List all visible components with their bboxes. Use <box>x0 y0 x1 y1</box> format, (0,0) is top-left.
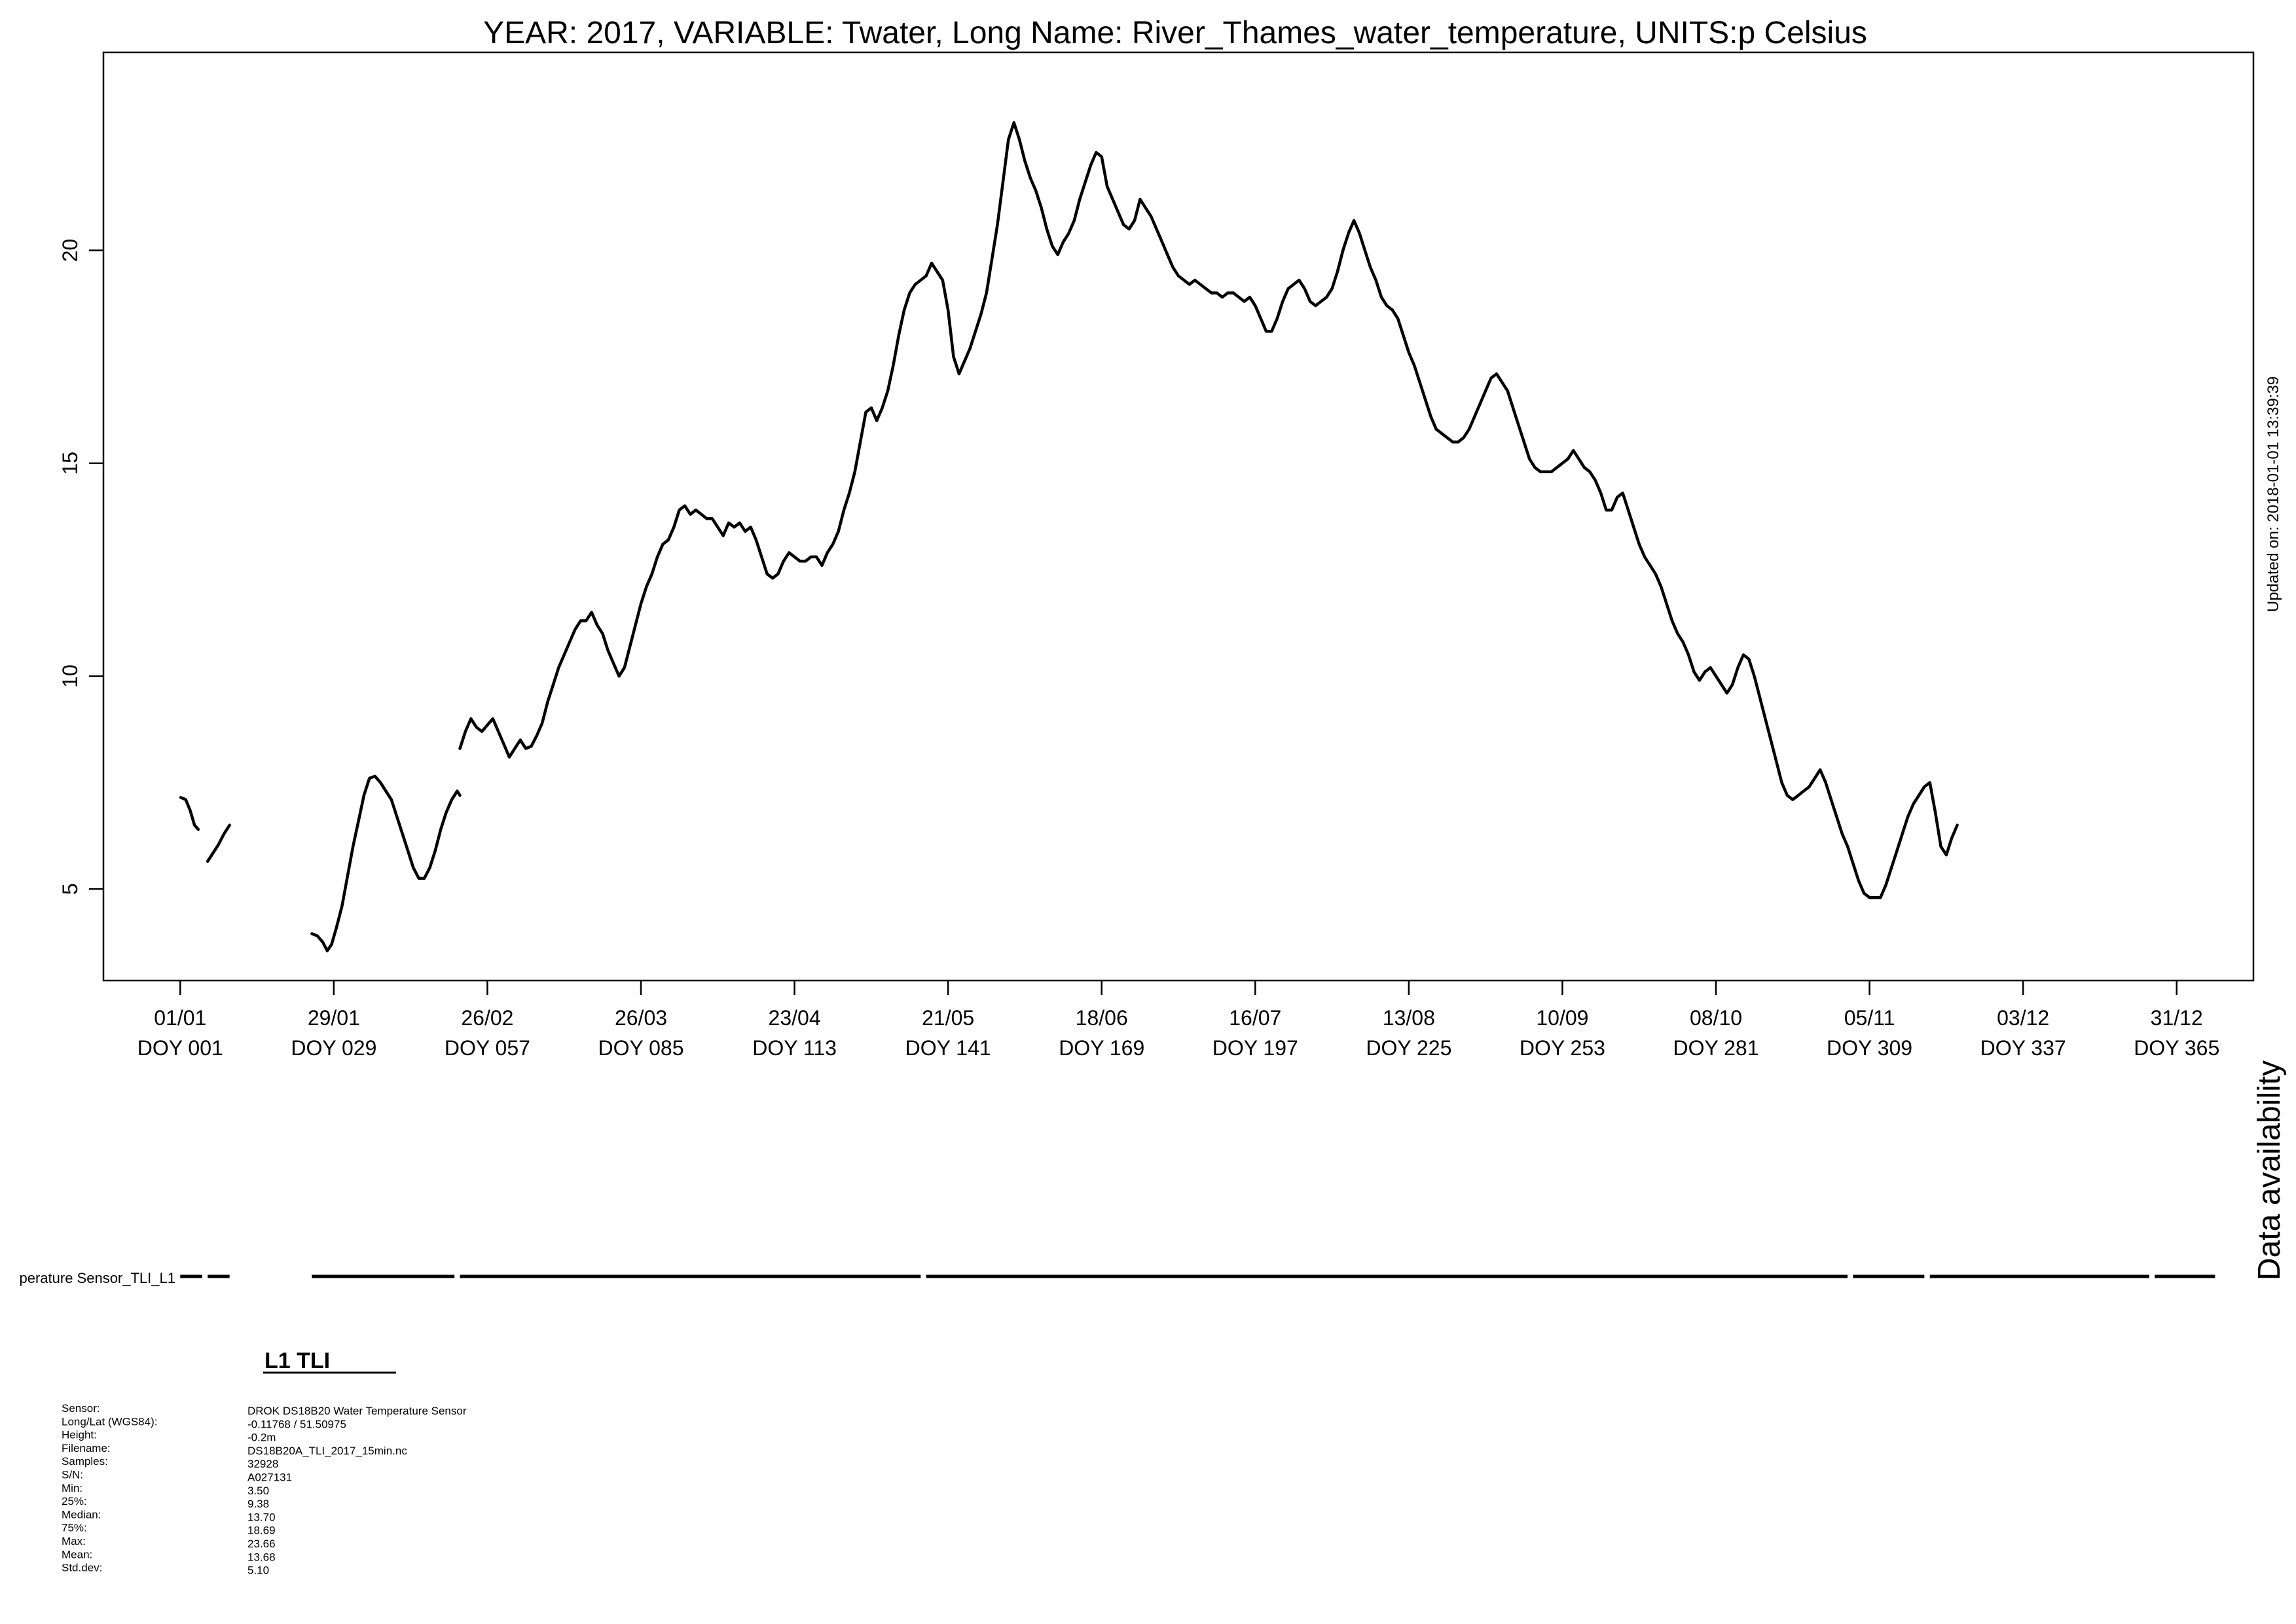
x-tick-date-label: 01/01 <box>154 1006 206 1030</box>
plot-frame <box>102 51 2255 982</box>
x-tick-doy-label: DOY 113 <box>752 1036 837 1060</box>
data-availability-title: Data availability <box>2252 1060 2287 1280</box>
x-tick-doy-label: DOY 085 <box>598 1036 683 1060</box>
x-tick-doy-label: DOY 169 <box>1059 1036 1144 1060</box>
x-tick-date-label: 29/01 <box>308 1006 360 1030</box>
x-tick-doy-label: DOY 365 <box>2134 1036 2219 1060</box>
info-key: Long/Lat (WGS84): <box>62 1415 157 1428</box>
x-tick-doy-label: DOY 197 <box>1212 1036 1298 1060</box>
y-tick-label: 20 <box>58 239 82 262</box>
x-tick-doy-label: DOY 029 <box>291 1036 376 1060</box>
chart-title: YEAR: 2017, VARIABLE: Twater, Long Name:… <box>483 16 1867 50</box>
x-tick-date-label: 23/04 <box>769 1006 821 1030</box>
x-tick-date-label: 13/08 <box>1383 1006 1435 1030</box>
info-value: -0.11768 / 51.50975 <box>247 1418 346 1430</box>
info-value: 13.70 <box>247 1511 276 1523</box>
info-value: A027131 <box>247 1471 292 1484</box>
x-tick-date-label: 21/05 <box>922 1006 974 1030</box>
y-axis: 5 10 15 20 <box>58 239 103 895</box>
water-temperature-line <box>179 796 200 831</box>
x-tick-doy-label: DOY 001 <box>137 1036 223 1060</box>
series-layer <box>179 121 1959 952</box>
x-tick-date-label: 26/03 <box>615 1006 667 1030</box>
info-key: 75%: <box>62 1522 87 1534</box>
x-tick-date-label: 16/07 <box>1229 1006 1281 1030</box>
availability-track-label: perature Sensor_TLI_L1 <box>20 1270 176 1286</box>
x-tick-doy-label: DOY 281 <box>1673 1036 1758 1060</box>
y-tick-label: 15 <box>58 452 82 475</box>
info-value: 23.66 <box>247 1538 276 1550</box>
info-key: Max: <box>62 1535 86 1547</box>
water-temperature-line <box>458 121 1959 899</box>
info-table: Sensor: DROK DS18B20 Water Temperature Se… <box>62 1402 467 1577</box>
info-key: S/N: <box>62 1469 83 1481</box>
x-tick-date-label: 18/06 <box>1076 1006 1128 1030</box>
info-key: Filename: <box>62 1442 111 1454</box>
info-key: Mean: <box>62 1548 92 1561</box>
y-tick-label: 10 <box>58 664 82 688</box>
y-tick-label: 5 <box>58 883 82 895</box>
x-tick-doy-label: DOY 309 <box>1827 1036 1912 1060</box>
x-tick-doy-label: DOY 225 <box>1366 1036 1451 1060</box>
info-value: DROK DS18B20 Water Temperature Sensor <box>247 1405 467 1417</box>
info-key: Median: <box>62 1508 101 1521</box>
info-key: Samples: <box>62 1455 108 1468</box>
updated-timestamp: Updated on: 2018-01-01 13:39:39 <box>2265 376 2282 612</box>
x-axis: 01/01 DOY 001 29/01 DOY 029 26/02 DOY 057 26/0… <box>137 981 2219 1060</box>
x-tick-doy-label: DOY 141 <box>905 1036 991 1060</box>
x-tick-doy-label: DOY 057 <box>445 1036 530 1060</box>
info-value: -0.2m <box>247 1432 276 1444</box>
info-key: Min: <box>62 1482 82 1494</box>
x-tick-date-label: 05/11 <box>1844 1006 1895 1030</box>
info-key: Std.dev: <box>62 1562 102 1574</box>
x-tick-date-label: 08/10 <box>1690 1006 1742 1030</box>
x-tick-date-label: 26/02 <box>461 1006 513 1030</box>
info-value: DS18B20A_TLI_2017_15min.nc <box>247 1445 407 1457</box>
info-value: 18.69 <box>247 1525 276 1537</box>
x-tick-doy-label: DOY 253 <box>1520 1036 1605 1060</box>
info-key: Height: <box>62 1429 97 1441</box>
x-tick-date-label: 31/12 <box>2151 1006 2203 1030</box>
x-tick-date-label: 03/12 <box>1997 1006 2049 1030</box>
x-tick-date-label: 10/09 <box>1536 1006 1588 1030</box>
info-key: 25%: <box>62 1495 87 1507</box>
info-value: 3.50 <box>247 1485 269 1497</box>
info-value: 13.68 <box>247 1551 276 1563</box>
info-key: Sensor: <box>62 1402 100 1415</box>
water-temperature-line <box>310 774 462 952</box>
info-value: 32928 <box>247 1458 278 1470</box>
info-value: 9.38 <box>247 1498 269 1510</box>
station-name: L1 TLI <box>264 1348 330 1373</box>
water-temperature-line <box>206 823 231 863</box>
info-value: 5.10 <box>247 1564 269 1577</box>
x-tick-doy-label: DOY 337 <box>1980 1036 2066 1060</box>
